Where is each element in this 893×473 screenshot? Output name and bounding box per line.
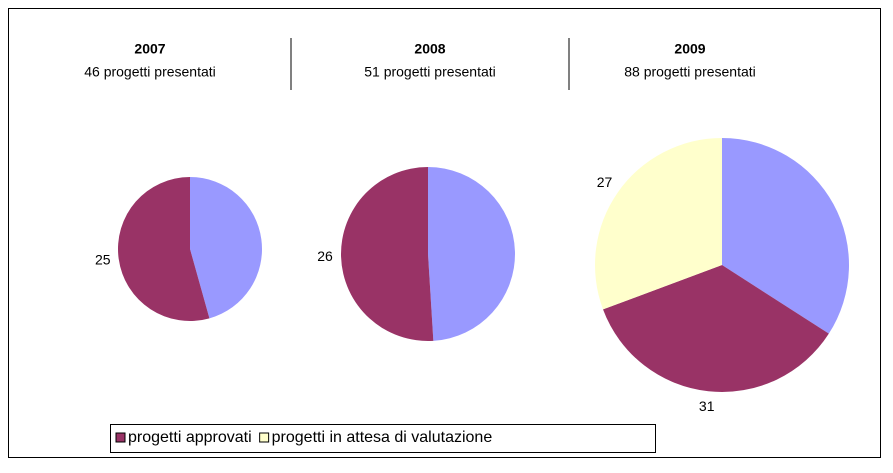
pie-slice xyxy=(428,167,515,341)
legend xyxy=(110,424,656,453)
pie-slice xyxy=(603,265,829,392)
legend-swatch xyxy=(115,432,126,443)
pie-title: 2008 xyxy=(414,41,445,57)
data-label: 31 xyxy=(699,398,715,414)
legend-swatch xyxy=(259,432,270,443)
data-label: 27 xyxy=(597,174,613,190)
pie-subtitle: 88 progetti presentati xyxy=(624,64,756,80)
pie-slice xyxy=(118,177,210,321)
pie-subtitle: 46 progetti presentati xyxy=(84,64,216,80)
pie-slice xyxy=(340,167,434,341)
legend-label: progetti approvati xyxy=(128,429,252,446)
pie-slice xyxy=(722,138,849,334)
pie-subtitle: 51 progetti presentati xyxy=(364,64,496,80)
pie-slice xyxy=(190,177,263,319)
data-label: 26 xyxy=(317,248,333,264)
data-label: 25 xyxy=(95,252,111,268)
legend-label: progetti in attesa di valutazione xyxy=(272,429,493,446)
pie-slice xyxy=(595,138,722,310)
pie-title: 2007 xyxy=(134,41,165,57)
pie-title: 2009 xyxy=(674,41,705,57)
